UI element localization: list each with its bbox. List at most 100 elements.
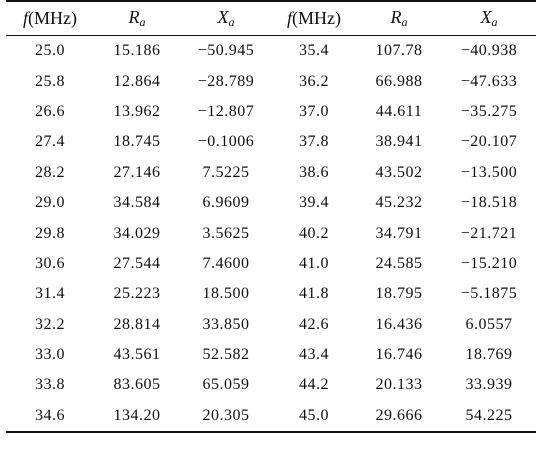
resistance-cell: 43.561	[113, 346, 161, 364]
reactance-cell: −0.1006	[197, 133, 255, 151]
header-subscript: a	[401, 15, 408, 29]
table-row: 29.8 34.029 3.5625 40.2 34.791 −21.721	[6, 218, 536, 248]
reactance-cell: −47.633	[460, 72, 518, 90]
header-symbol: R	[128, 7, 140, 27]
table-row: 32.2 28.814 33.850 42.6 16.436 6.0557	[6, 310, 536, 340]
resistance-cell: 18.795	[375, 285, 423, 303]
resistance-cell: 12.864	[113, 72, 161, 90]
resistance-cell: 28.814	[113, 315, 161, 333]
resistance-cell: 20.133	[375, 376, 423, 394]
resistance-cell: 16.436	[375, 315, 423, 333]
header-unit: (MHz)	[292, 8, 341, 28]
freq-cell: 41.8	[299, 285, 329, 303]
reactance-cell: −40.938	[460, 42, 518, 60]
table-row: 34.6 134.20 20.305 45.0 29.666 54.225	[6, 401, 536, 433]
resistance-cell: 24.585	[375, 254, 423, 272]
freq-cell: 37.8	[299, 133, 329, 151]
resistance-cell: 66.988	[375, 72, 423, 90]
freq-cell: 33.8	[35, 376, 65, 394]
resistance-cell: 13.962	[113, 102, 161, 120]
table-row: 30.6 27.544 7.4600 41.0 24.585 −15.210	[6, 249, 536, 279]
reactance-cell: 65.059	[202, 376, 250, 394]
table-row: 28.2 27.146 7.5225 38.6 43.502 −13.500	[6, 158, 536, 188]
reactance-cell: −21.721	[460, 224, 518, 242]
resistance-header-left: Ra	[94, 1, 180, 36]
table-row: 25.0 15.186 −50.945 35.4 107.78 −40.938	[6, 36, 536, 67]
reactance-cell: −50.945	[197, 42, 255, 60]
reactance-header-left: Xa	[180, 1, 272, 36]
reactance-header-right: Xa	[442, 1, 536, 36]
freq-cell: 35.4	[299, 42, 329, 60]
table-row: 27.4 18.745 −0.1006 37.8 38.941 −20.107	[6, 127, 536, 157]
header-row: f(MHz) Ra Xa f(MHz) Ra Xa	[6, 1, 536, 36]
resistance-cell: 43.502	[375, 163, 423, 181]
freq-cell: 36.2	[299, 72, 329, 90]
table-row: 33.0 43.561 52.582 43.4 16.746 18.769	[6, 340, 536, 370]
freq-cell: 26.6	[35, 102, 65, 120]
freq-cell: 29.0	[35, 194, 65, 212]
header-unit: (MHz)	[28, 8, 77, 28]
freq-cell: 45.0	[299, 406, 329, 424]
resistance-cell: 34.584	[113, 194, 161, 212]
resistance-cell: 38.941	[375, 133, 423, 151]
reactance-cell: 33.939	[465, 376, 513, 394]
header-subscript: a	[139, 15, 146, 29]
table-row: 29.0 34.584 6.9609 39.4 45.232 −18.518	[6, 188, 536, 218]
freq-cell: 42.6	[299, 315, 329, 333]
header-symbol: X	[217, 7, 229, 27]
resistance-header-right: Ra	[356, 1, 442, 36]
freq-cell: 31.4	[35, 285, 65, 303]
resistance-cell: 45.232	[375, 194, 423, 212]
table-header: f(MHz) Ra Xa f(MHz) Ra Xa	[6, 1, 536, 36]
reactance-cell: −18.518	[460, 194, 518, 212]
resistance-cell: 25.223	[113, 285, 161, 303]
data-table-container: f(MHz) Ra Xa f(MHz) Ra Xa 25.0 15.186 −50.945 35…	[6, 0, 536, 433]
reactance-cell: −35.275	[460, 102, 518, 120]
reactance-cell: 6.9609	[202, 194, 250, 212]
reactance-cell: 7.4600	[202, 254, 250, 272]
reactance-cell: 6.0557	[465, 315, 513, 333]
resistance-cell: 16.746	[375, 346, 423, 364]
freq-cell: 30.6	[35, 254, 65, 272]
resistance-cell: 107.78	[375, 42, 423, 60]
resistance-cell: 44.611	[375, 102, 423, 120]
freq-cell: 41.0	[299, 254, 329, 272]
resistance-cell: 83.605	[113, 376, 161, 394]
freq-cell: 44.2	[299, 376, 329, 394]
freq-header-right: f(MHz)	[272, 1, 356, 36]
header-symbol: R	[390, 7, 402, 27]
reactance-cell: 33.850	[202, 315, 250, 333]
header-symbol: f	[287, 8, 293, 28]
header-symbol: f	[23, 8, 29, 28]
table-row: 25.8 12.864 −28.789 36.2 66.988 −47.633	[6, 66, 536, 96]
table-body: 25.0 15.186 −50.945 35.4 107.78 −40.938 25.8 12…	[6, 36, 536, 433]
freq-cell: 27.4	[35, 133, 65, 151]
resistance-cell: 34.791	[375, 224, 423, 242]
reactance-cell: 18.500	[202, 285, 250, 303]
reactance-cell: −15.210	[460, 254, 518, 272]
table-row: 26.6 13.962 −12.807 37.0 44.611 −35.275	[6, 97, 536, 127]
header-subscript: a	[228, 15, 235, 29]
freq-cell: 38.6	[299, 163, 329, 181]
freq-cell: 33.0	[35, 346, 65, 364]
header-subscript: a	[491, 15, 498, 29]
reactance-cell: −5.1875	[460, 285, 518, 303]
table-row: 31.4 25.223 18.500 41.8 18.795 −5.1875	[6, 279, 536, 309]
resistance-cell: 34.029	[113, 224, 161, 242]
reactance-cell: 18.769	[465, 346, 513, 364]
resistance-cell: 29.666	[375, 406, 423, 424]
freq-cell: 25.0	[35, 42, 65, 60]
resistance-cell: 18.745	[113, 133, 161, 151]
freq-cell: 28.2	[35, 163, 65, 181]
resistance-cell: 27.146	[113, 163, 161, 181]
header-symbol: X	[480, 7, 492, 27]
freq-cell: 37.0	[299, 102, 329, 120]
freq-header-left: f(MHz)	[6, 1, 94, 36]
reactance-cell: −20.107	[460, 133, 518, 151]
table-row: 33.8 83.605 65.059 44.2 20.133 33.939	[6, 370, 536, 400]
freq-cell: 32.2	[35, 315, 65, 333]
resistance-cell: 134.20	[113, 406, 161, 424]
resistance-cell: 15.186	[113, 42, 161, 60]
freq-cell: 43.4	[299, 346, 329, 364]
reactance-cell: 20.305	[202, 406, 250, 424]
